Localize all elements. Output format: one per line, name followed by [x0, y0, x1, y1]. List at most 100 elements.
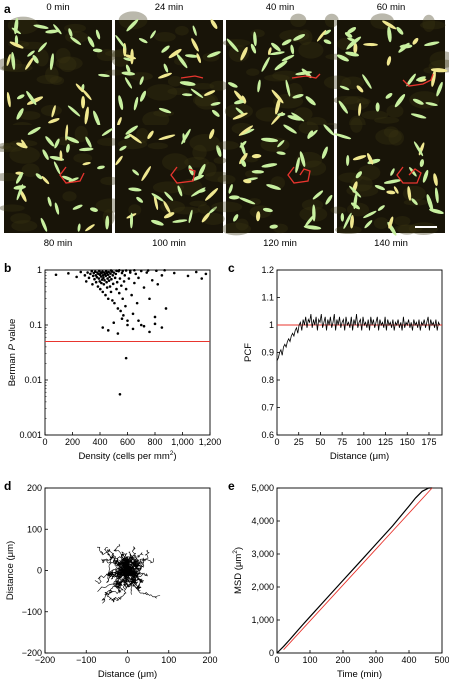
scatter-point	[122, 280, 126, 283]
cell	[132, 169, 140, 176]
scatter-point	[114, 272, 118, 276]
panel-e-letter: e	[228, 479, 235, 493]
scatter-point	[160, 274, 164, 277]
scatter-point	[128, 271, 132, 274]
cell	[281, 54, 295, 62]
cell	[95, 29, 101, 40]
cell	[128, 187, 142, 192]
scatter-point	[121, 297, 124, 301]
y-tick-label: 1,000	[251, 615, 274, 625]
x-tick-label: 0	[42, 437, 47, 447]
background-texture	[167, 75, 183, 87]
background-texture	[408, 222, 439, 235]
scatter-point	[108, 285, 112, 288]
cell	[233, 214, 239, 222]
cell	[396, 26, 404, 35]
background-texture	[19, 111, 41, 120]
background-texture	[10, 213, 31, 224]
y-tick-label: 2,000	[251, 582, 274, 592]
cell	[6, 53, 11, 66]
label-end: )	[173, 451, 176, 462]
background-texture	[333, 95, 361, 105]
cell	[256, 211, 261, 222]
cell	[394, 94, 406, 108]
cell	[321, 146, 328, 159]
panel-a-timelapse: 0 min 24 min 40 min 60 min 80 min 100 min 120 …	[0, 2, 449, 249]
cell	[125, 125, 138, 135]
cell-trajectory	[97, 570, 131, 592]
cell	[412, 98, 424, 105]
label-part: Berman	[7, 350, 18, 386]
cell	[32, 55, 39, 64]
background-texture	[1, 63, 33, 73]
cell	[40, 217, 48, 232]
msd-fit-line	[283, 487, 433, 651]
cell	[267, 47, 272, 55]
x-tick-label: 500	[434, 655, 449, 665]
panel-c-pcf-chart: 0 25 50 75 100 125 150 175 0.6 0.7 0.8 0.9 1 1.1 1.2 Di…	[243, 265, 443, 462]
cell	[68, 28, 73, 38]
scatter-point	[103, 278, 106, 282]
cell	[87, 36, 95, 48]
x-tick-label: 200	[335, 655, 350, 665]
background-texture	[172, 206, 201, 215]
cell	[6, 92, 11, 108]
scatter-point	[186, 274, 190, 278]
cell	[426, 194, 434, 212]
scatter-point	[98, 287, 102, 291]
cell-trajectory	[124, 570, 144, 583]
cell	[216, 145, 222, 157]
cell	[238, 125, 254, 136]
cell	[209, 128, 215, 140]
background-texture	[178, 178, 203, 196]
background-texture	[62, 191, 77, 202]
y-tick-label: 5,000	[251, 483, 274, 493]
y-tick-label: 0.6	[261, 430, 274, 440]
background-texture	[96, 137, 121, 146]
panel-e-msd-chart: 0 100 200 300 400 500 0 1,000 2,000 3,000 4,000 5,0…	[232, 483, 449, 680]
cell	[92, 48, 103, 53]
cell	[210, 19, 218, 29]
scatter-point	[104, 274, 108, 278]
background-texture	[154, 32, 176, 42]
scatter-point	[98, 280, 102, 283]
scatter-point	[79, 270, 83, 274]
cell	[232, 112, 248, 120]
cell	[434, 187, 439, 204]
cell-track	[396, 166, 422, 184]
scatter-point	[118, 277, 122, 280]
label-part: MSD (μm	[233, 554, 244, 594]
y-tick-label: 1	[37, 265, 42, 275]
scatter-point	[108, 275, 111, 279]
background-texture	[191, 83, 215, 90]
background-texture	[216, 141, 239, 150]
background-texture	[383, 126, 399, 138]
cell	[147, 130, 154, 140]
scatter-point	[150, 278, 154, 282]
plot-frame	[276, 269, 443, 436]
scatter-point	[204, 272, 208, 276]
cell	[139, 76, 144, 85]
scatter-point	[117, 268, 121, 272]
cell	[16, 184, 24, 201]
scatter-point	[90, 269, 94, 273]
cell	[406, 73, 416, 87]
x-tick-label: 100	[302, 655, 317, 665]
scatter-point	[120, 317, 124, 321]
cell	[35, 173, 43, 180]
scatter-point	[111, 274, 115, 277]
cell	[65, 136, 80, 144]
cell	[27, 96, 44, 105]
cell	[228, 184, 233, 194]
cell	[413, 141, 424, 157]
background-texture	[73, 153, 93, 163]
cell	[386, 190, 396, 195]
scatter-point	[133, 268, 136, 272]
panel-b-scatter-chart: 0 200 400 600 800 1,000 1,200 1 0.1 0.01 0.001 Dens…	[7, 265, 221, 462]
scatter-point	[160, 326, 164, 329]
scatter-point	[115, 287, 118, 291]
cell	[358, 103, 362, 117]
background-texture	[324, 13, 339, 28]
background-texture	[192, 94, 216, 107]
background-texture	[184, 156, 210, 168]
